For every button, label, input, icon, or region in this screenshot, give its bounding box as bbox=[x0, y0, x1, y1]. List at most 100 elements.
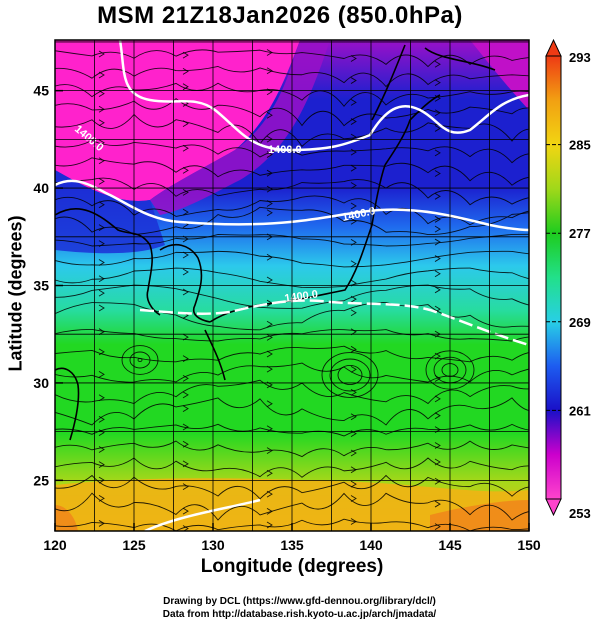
contour-line-west bbox=[55, 179, 529, 232]
streamline-arrow bbox=[266, 400, 273, 408]
streamline-arrow bbox=[98, 371, 105, 378]
x-tick-label: 120 bbox=[43, 537, 67, 553]
streamline-arrow bbox=[266, 209, 273, 217]
coastline bbox=[55, 367, 80, 441]
coastline bbox=[424, 47, 496, 71]
coastline bbox=[384, 94, 441, 166]
streamline-arrow bbox=[98, 394, 105, 402]
streamline-arrow bbox=[350, 182, 357, 189]
streamline-arrow bbox=[182, 391, 189, 399]
streamline-arrow bbox=[98, 259, 105, 266]
streamline-arrow bbox=[182, 120, 189, 128]
map-title: MSM 21Z18Jan2026 (850.0hPa) bbox=[97, 2, 463, 29]
streamline-arrow bbox=[434, 79, 441, 86]
streamline-arrow bbox=[266, 521, 273, 529]
streamline-arrow bbox=[98, 139, 105, 147]
streamline-arrow bbox=[182, 166, 189, 174]
streamline-arrow bbox=[182, 83, 189, 91]
colorbar-top-arrow bbox=[545, 38, 562, 57]
purple-transition-region bbox=[150, 40, 330, 215]
streamline-arrow bbox=[98, 520, 105, 527]
streamline-arrow bbox=[266, 111, 273, 119]
streamline-arrow bbox=[434, 286, 441, 294]
lat-lon-grid bbox=[55, 40, 529, 531]
streamline-arrow bbox=[266, 200, 273, 207]
colorbar-bottom-arrow bbox=[545, 498, 562, 517]
streamline-arrow bbox=[434, 125, 441, 132]
y-tick-label: 40 bbox=[33, 180, 49, 196]
streamline-arrow bbox=[434, 442, 441, 449]
streamline-arrow bbox=[266, 169, 273, 177]
streamline-arrow bbox=[182, 460, 189, 468]
x-axis-label: Longitude (degrees) bbox=[200, 556, 384, 577]
streamline-arrow bbox=[98, 446, 105, 453]
streamline-arrow bbox=[266, 350, 273, 358]
streamline-arrow bbox=[350, 148, 357, 156]
streamline-arrow bbox=[434, 458, 441, 466]
coastline bbox=[55, 208, 161, 316]
streamline-arrow bbox=[98, 90, 105, 98]
streamline-arrow bbox=[350, 345, 357, 353]
x-axis: 120 125 130 135 140 145 150 bbox=[43, 523, 541, 553]
streamline-arrow bbox=[350, 480, 357, 488]
streamline-arrow bbox=[266, 490, 273, 498]
colorbar-tick-label: 277 bbox=[569, 226, 591, 241]
streamline-arrow bbox=[350, 98, 357, 106]
streamline-arrow bbox=[266, 49, 273, 56]
x-tick-label: 150 bbox=[517, 537, 541, 553]
x-tick-label: 140 bbox=[359, 537, 383, 553]
streamline-arrow bbox=[182, 51, 189, 59]
streamline-arrow bbox=[98, 289, 105, 297]
streamline-arrow bbox=[182, 288, 189, 296]
blue-region-west bbox=[55, 170, 165, 254]
streamline-arrow bbox=[434, 238, 441, 246]
streamline-arrow bbox=[98, 201, 105, 209]
streamline-arrow bbox=[434, 255, 441, 262]
streamline-arrow bbox=[98, 105, 105, 113]
coastline bbox=[159, 243, 211, 323]
streamline-arrow bbox=[434, 412, 441, 420]
eddy-streamline bbox=[321, 352, 379, 398]
eddy-streamline bbox=[337, 364, 363, 386]
streamline-arrow bbox=[182, 483, 189, 491]
streamline-arrow bbox=[434, 225, 441, 233]
streamline-arrow bbox=[434, 192, 441, 200]
streamline-arrow bbox=[434, 149, 441, 157]
streamline-arrow bbox=[434, 270, 441, 278]
streamline-arrow bbox=[350, 466, 357, 474]
streamline-arrow bbox=[98, 119, 105, 127]
streamline-arrow bbox=[182, 440, 189, 448]
eddy-streamline bbox=[129, 351, 151, 369]
colorbar-tick-label: 293 bbox=[569, 50, 591, 65]
streamline-arrow bbox=[98, 429, 105, 436]
coastlines bbox=[55, 44, 496, 441]
streamline-arrow bbox=[266, 447, 273, 455]
eddy-streamline bbox=[137, 357, 143, 363]
streamline-arrow bbox=[98, 157, 105, 165]
streamline-arrow bbox=[182, 67, 189, 75]
colorbar-ticks: 293 285 277 269 261 253 bbox=[546, 50, 591, 521]
streamline-arrow bbox=[266, 365, 273, 373]
contour-line-bottom bbox=[144, 498, 261, 531]
streamline-arrow bbox=[266, 425, 273, 433]
colorbar-tick-label: 253 bbox=[569, 506, 591, 521]
streamline-arrow bbox=[350, 495, 357, 502]
eddy-streamline bbox=[329, 358, 371, 392]
warm-air-patch-west bbox=[55, 505, 78, 531]
streamline-arrow bbox=[98, 50, 105, 58]
contour-line-south bbox=[139, 299, 529, 347]
y-axis: 25 30 35 40 45 bbox=[33, 83, 63, 488]
streamline-arrow bbox=[350, 55, 357, 62]
height-contours bbox=[55, 40, 529, 531]
streamline-arrow bbox=[434, 500, 441, 508]
streamline-arrow bbox=[266, 276, 273, 284]
contour-label: 1400.0 bbox=[284, 288, 319, 305]
colorbar-tick-label: 269 bbox=[569, 315, 591, 330]
streamline-arrow bbox=[98, 415, 105, 423]
streamline-arrow bbox=[98, 178, 105, 185]
streamline-arrow bbox=[350, 77, 357, 84]
coastline bbox=[371, 44, 406, 121]
x-tick-label: 145 bbox=[438, 537, 462, 553]
streamline-arrow bbox=[98, 71, 105, 79]
